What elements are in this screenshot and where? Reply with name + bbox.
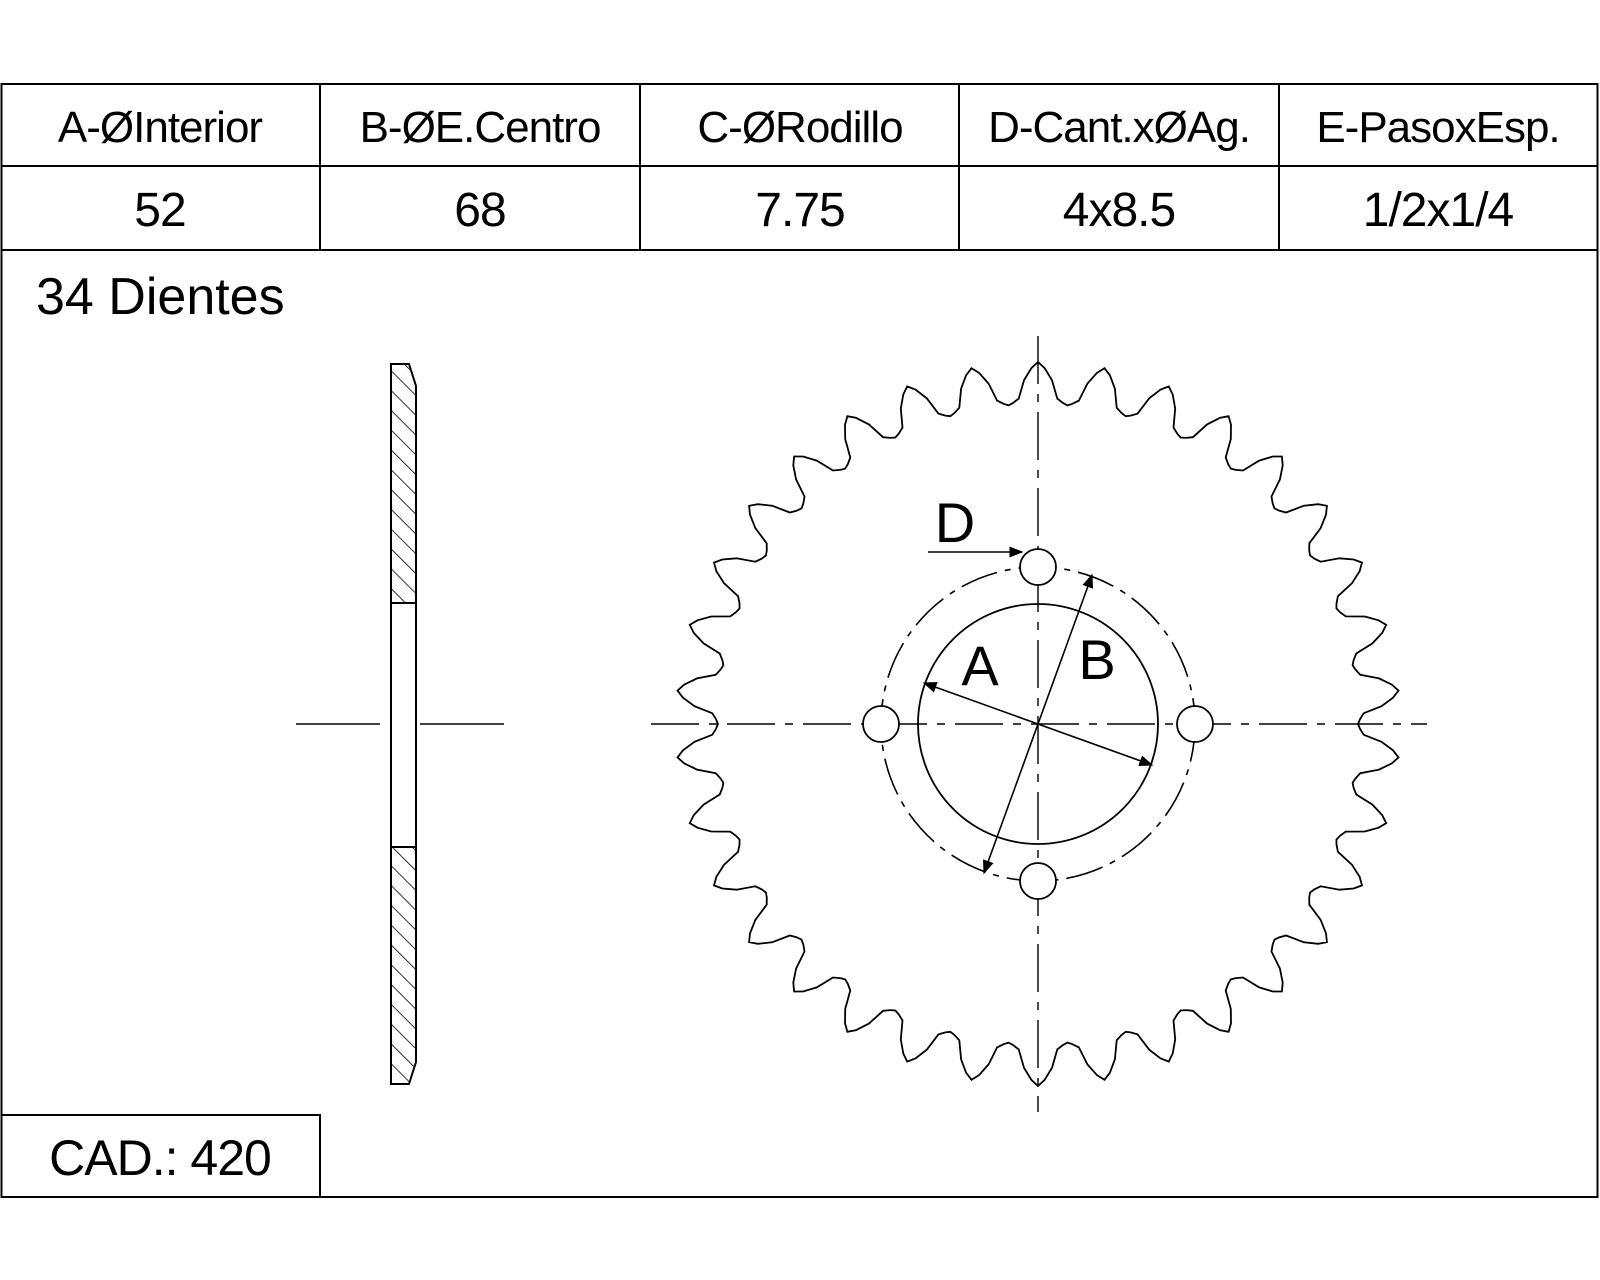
drawing-frame — [0, 83, 1599, 1198]
bolt-hole — [1019, 862, 1057, 900]
value-b-centro: 68 — [454, 184, 505, 237]
bolt-hole — [1176, 705, 1214, 743]
dimension-d-label: D — [935, 491, 975, 554]
header-e-paso: E-PasoxEsp. — [1316, 103, 1559, 152]
teeth-count-label: 34 Dientes — [36, 268, 285, 326]
pitch-box: CAD.: 420 — [1, 1114, 321, 1197]
value-e-paso: 1/2x1/4 — [1363, 184, 1514, 237]
spec-table — [1, 84, 1598, 251]
header-d-agujeros: D-Cant.xØAg. — [988, 103, 1250, 152]
dimension-a-label: A — [961, 634, 999, 697]
dimension-b-line — [983, 573, 1093, 875]
value-c-rodillo: 7.75 — [755, 184, 844, 237]
value-a-interior: 52 — [134, 184, 185, 237]
value-d-agujeros: 4x8.5 — [1063, 184, 1175, 237]
pitch-label: CAD.: 420 — [49, 1130, 271, 1186]
bolt-hole — [1019, 548, 1057, 586]
sprocket-front-view: A B D — [651, 336, 1427, 1112]
header-b-centro: B-ØE.Centro — [360, 103, 601, 152]
spec-table-values: 52 68 7.75 4x8.5 1/2x1/4 — [134, 184, 1514, 237]
bolt-hole — [862, 705, 900, 743]
header-c-rodillo: C-ØRodillo — [697, 103, 902, 152]
header-a-interior: A-ØInterior — [58, 103, 263, 152]
dimension-b-label: B — [1078, 628, 1115, 691]
sprocket-side-view — [296, 363, 504, 1085]
spec-table-headers: A-ØInterior B-ØE.Centro C-ØRodillo D-Can… — [58, 103, 1561, 152]
